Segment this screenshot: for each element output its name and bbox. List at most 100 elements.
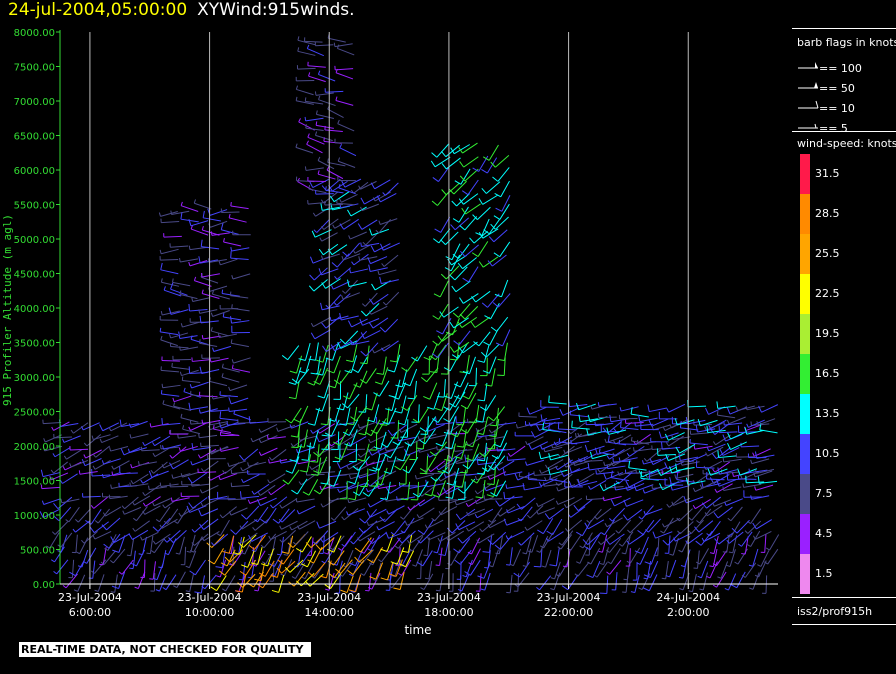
wind-barb [194,533,209,546]
wind-barb [460,370,469,388]
wind-barb-flag [333,441,340,446]
wind-barb [395,559,403,577]
wind-barb-flag [366,510,371,518]
wind-barb-flag [102,512,106,517]
wind-barb-flag [218,475,221,480]
wind-barb-flag [412,492,420,498]
wind-barb [348,459,365,470]
wind-barb [676,466,695,471]
wind-barb [526,520,543,531]
wind-barb-flag [180,212,183,220]
wind-barb [348,281,367,287]
wind-barb [134,495,151,506]
wind-barb [406,394,418,411]
wind-barb-flag [712,584,717,588]
wind-barb [739,468,758,476]
wind-barb [668,535,671,554]
wind-barb-flag [111,471,114,476]
wind-barb [124,496,139,510]
y-tick-label: 4500.00 [14,270,55,281]
wind-barb-flag [459,224,466,231]
wind-barb [531,441,548,451]
wind-barb [372,317,389,329]
wind-barb-flag [285,418,292,424]
wind-barb-flag [435,442,443,447]
wind-barb-flag [207,258,210,263]
wind-barb [330,419,340,437]
wind-barb [228,498,247,501]
wind-barb-flag [339,144,343,149]
wind-barb-flag [403,382,411,387]
wind-barb [335,68,354,71]
wind-barb [364,292,378,307]
wind-barb-flag [364,431,372,437]
wind-barb [297,419,302,438]
wind-barb-flag [321,434,329,437]
wind-barb-flag [320,423,328,426]
wind-barb-flag [310,332,316,340]
wind-barb-flag [431,200,438,206]
wind-barb-flag [346,511,349,516]
wind-barb [646,449,661,462]
wind-barb [642,519,655,535]
wind-barb [221,376,240,383]
wind-barb-flag [346,359,354,363]
wind-barb [54,447,71,458]
wind-barb [300,550,312,566]
wind-barb-flag [142,502,146,507]
wind-barb-flag [756,420,759,426]
y-tick-label: 6000.00 [14,166,55,177]
wind-barb [451,480,457,499]
wind-barb-flag [642,489,646,494]
wind-barb [344,330,359,345]
wind-barb [325,90,344,93]
wind-barb-flag [757,564,762,567]
wind-barb-flag [329,316,332,321]
wind-barb-flag [764,561,768,565]
wind-barb-flag [239,525,243,530]
wind-barb [626,561,631,580]
wind-barb [578,472,595,484]
wind-barb-flag [395,562,403,567]
wind-barb-flag [705,452,708,457]
wind-barb [339,147,357,157]
wind-barb [418,407,430,424]
wind-barb [166,530,181,543]
wind-barb-flag [172,397,175,402]
wind-barb [232,368,251,373]
wind-barb-flag [190,335,193,340]
wind-barb [202,498,220,507]
title-date: 24-jul-2004,05:00:00 [8,0,188,20]
wind-barb-flag [479,528,483,533]
wind-barb [60,423,79,427]
wind-barb-flag [380,577,388,581]
wind-barb-flag [239,491,242,499]
wind-barb [718,479,737,487]
wind-barb-flag [458,346,464,354]
wind-barb [212,310,230,317]
wind-barb [353,181,369,194]
wind-barb [557,484,576,492]
wind-barb [361,242,380,248]
wind-barb-flag [752,452,755,457]
wind-barb-flag [183,387,186,392]
wind-barb-flag [75,519,79,523]
wind-barb-flag [341,295,344,300]
wind-barb [458,538,471,554]
wind-barb [443,379,446,398]
wind-barb [592,453,610,460]
wind-barb [543,532,554,549]
wind-barb-flag [298,481,302,486]
wind-barb-flag [487,260,493,267]
wind-barb [163,289,182,297]
wind-barb-flag [696,520,700,524]
wind-barb-flag [544,513,550,520]
wind-barb [241,574,247,593]
wind-barb-flag [231,304,233,309]
wind-barb-flag [454,500,457,506]
wind-barb-flag [103,543,110,549]
wind-barb [366,468,369,487]
wind-barb-flag [390,531,395,536]
wind-barb [83,530,98,544]
wind-barb [272,496,288,509]
